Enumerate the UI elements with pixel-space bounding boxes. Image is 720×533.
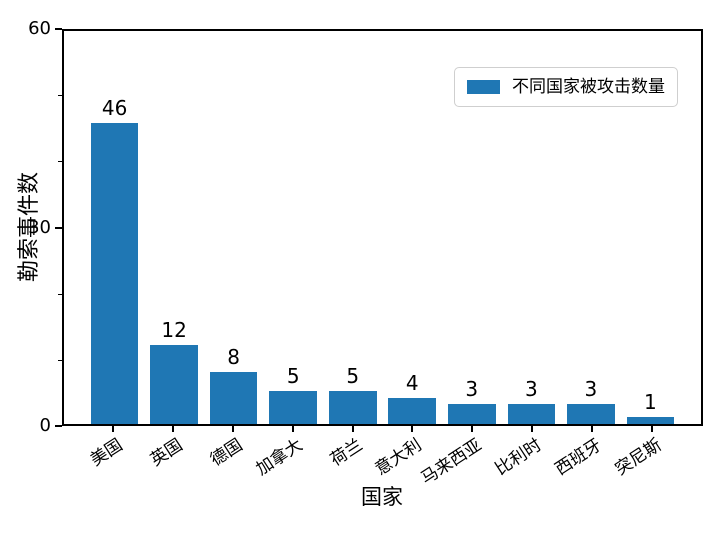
bar <box>328 391 377 424</box>
bar <box>90 122 139 424</box>
bar <box>388 397 437 424</box>
y-tick-mark <box>55 425 62 427</box>
y-minor-tick-mark <box>58 95 62 97</box>
bar <box>507 404 556 424</box>
bar <box>150 345 198 424</box>
x-tick-label: 马来西亚 <box>417 435 486 489</box>
legend-label: 不同国家被攻击数量 <box>512 77 665 97</box>
bar <box>626 417 675 424</box>
x-tick-mark <box>411 426 414 432</box>
bar-value-label: 8 <box>227 344 241 369</box>
x-tick-mark <box>531 426 534 432</box>
bar-value-label: 4 <box>405 370 419 395</box>
y-tick-label: 60 <box>28 18 51 39</box>
legend-swatch <box>467 80 500 94</box>
bar-value-label: 3 <box>465 377 479 402</box>
x-tick-mark <box>291 426 294 432</box>
bar-value-label: 46 <box>101 95 128 120</box>
x-tick-mark <box>351 426 354 432</box>
x-tick-label: 西班牙 <box>551 435 606 480</box>
x-tick-label: 荷兰 <box>326 435 366 471</box>
x-tick-label: 加拿大 <box>252 435 306 480</box>
y-tick-label: 30 <box>28 216 51 238</box>
x-tick-label: 比利时 <box>491 435 546 480</box>
x-tick-label: 突尼斯 <box>611 435 666 480</box>
y-axis-label: 勒索事件数 <box>17 171 42 283</box>
bar-value-label: 3 <box>524 377 538 402</box>
x-tick-mark <box>471 426 474 432</box>
bar <box>269 391 317 424</box>
bar <box>447 404 496 424</box>
x-tick-mark <box>111 426 114 432</box>
x-tick-label: 德国 <box>206 435 247 471</box>
bar-value-label: 5 <box>346 364 360 389</box>
legend: 不同国家被攻击数量 <box>454 67 678 107</box>
y-tick-mark <box>55 28 62 30</box>
x-tick-mark <box>591 426 594 432</box>
plot-area: 46 12 8 5 5 4 3 3 3 1 不同国家被攻击数量 <box>62 29 703 426</box>
y-minor-tick-mark <box>58 161 62 163</box>
y-tick-mark <box>55 226 62 229</box>
x-tick-label: 美国 <box>86 435 127 471</box>
bar-value-label: 3 <box>584 377 598 402</box>
bar <box>567 404 615 424</box>
x-tick-mark <box>651 426 654 432</box>
x-tick-mark <box>231 426 234 432</box>
x-tick-label: 英国 <box>146 435 187 471</box>
bar-value-label: 5 <box>286 364 300 389</box>
x-axis-label: 国家 <box>361 485 403 509</box>
bar <box>209 371 258 424</box>
x-tick-mark <box>171 426 174 432</box>
y-minor-tick-mark <box>58 293 62 295</box>
y-tick-label: 0 <box>39 415 51 436</box>
bar-value-label: 1 <box>644 390 657 415</box>
y-minor-tick-mark <box>58 359 62 361</box>
bar-value-label: 12 <box>161 318 187 343</box>
